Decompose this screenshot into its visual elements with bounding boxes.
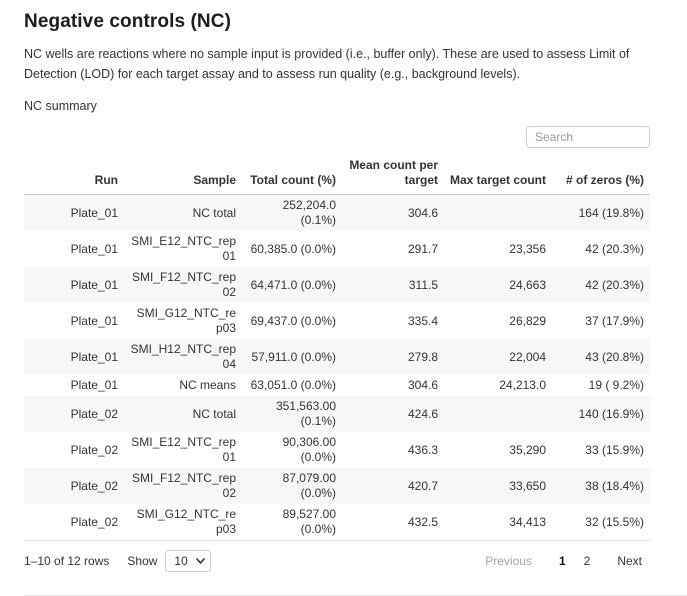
cell-zeros: 140 (16.9%) xyxy=(578,406,644,421)
column-header-total-count[interactable]: Total count (%) xyxy=(242,155,342,195)
cell-run: Plate_01 xyxy=(70,378,118,392)
table-row: Plate_01 SMI_H12_NTC_rep04 57,911.0 (0.0… xyxy=(24,339,650,375)
cell-max-target-count: 26,829 xyxy=(509,313,546,328)
cell-run: Plate_02 xyxy=(70,406,118,421)
table-row: Plate_02 NC total 351,563.00 (0.1%) 424.… xyxy=(24,396,650,432)
column-header-max-target-count[interactable]: Max target count xyxy=(444,155,552,195)
search-row xyxy=(24,126,650,148)
cell-run: Plate_02 xyxy=(70,478,118,493)
cell-mean-count: 424.6 xyxy=(407,406,438,421)
cell-zeros: 38 (18.4%) xyxy=(585,478,644,493)
cell-run: Plate_02 xyxy=(70,442,118,457)
next-page-button[interactable]: Next xyxy=(609,550,650,572)
page-size-group: Show 10 xyxy=(127,550,212,572)
cell-max-target-count: 34,413 xyxy=(444,504,552,541)
page-size-select-wrap: 10 xyxy=(165,550,212,572)
cell-run: Plate_01 xyxy=(70,349,118,364)
cell-zeros: 33 (15.9%) xyxy=(585,442,644,457)
column-header-zeros[interactable]: # of zeros (%) xyxy=(552,155,650,195)
cell-total-count: 63,051.0 (0.0%) xyxy=(250,378,336,392)
cell-total-count: 57,911.0 (0.0%) xyxy=(251,349,337,364)
cell-total-count: 89,527.00 (0.0%) xyxy=(242,504,342,541)
cell-zeros: 37 (17.9%) xyxy=(585,313,644,328)
cell-sample: NC total xyxy=(192,205,236,220)
cell-max-target-count xyxy=(444,396,552,432)
cell-sample: NC total xyxy=(192,406,236,421)
cell-max-target-count: 24,663 xyxy=(509,277,546,292)
cell-max-target-count: 22,004 xyxy=(509,349,546,364)
cell-zeros: 164 (19.8%) xyxy=(578,205,644,220)
cell-sample: SMI_F12_NTC_rep02 xyxy=(131,270,236,299)
page-description: NC wells are reactions where no sample i… xyxy=(24,47,630,81)
table-row: Plate_02 SMI_G12_NTC_rep03 89,527.00 (0.… xyxy=(24,504,650,541)
cell-run: Plate_02 xyxy=(24,504,124,541)
cell-zeros: 42 (20.3%) xyxy=(585,277,644,292)
search-input[interactable] xyxy=(526,126,650,148)
cell-mean-count: 311.5 xyxy=(408,277,438,292)
cell-sample: SMI_E12_NTC_rep01 xyxy=(131,435,236,464)
cell-run: Plate_01 xyxy=(70,277,118,292)
column-header-mean-count-per-target[interactable]: Mean count per target xyxy=(342,155,444,195)
cell-total-count: 60,385.0 (0.0%) xyxy=(250,241,336,256)
table-row: Plate_02 SMI_E12_NTC_rep01 90,306.00 (0.… xyxy=(24,432,650,468)
cell-run: Plate_01 xyxy=(70,313,118,328)
cell-total-count: 252,204.0 (0.1%) xyxy=(282,198,336,227)
cell-zeros: 19 ( 9.2%) xyxy=(588,378,644,392)
page-2-button[interactable]: 2 xyxy=(575,550,600,572)
cell-max-target-count: 24,213.0 xyxy=(499,378,546,392)
cell-zeros: 32 (15.5%) xyxy=(552,504,650,541)
cell-total-count: 64,471.0 (0.0%) xyxy=(250,277,336,292)
cell-max-target-count: 23,356 xyxy=(509,241,546,256)
cell-total-count: 351,563.00 (0.1%) xyxy=(275,399,336,428)
table-row: Plate_01 SMI_E12_NTC_rep01 60,385.0 (0.0… xyxy=(24,231,650,267)
row-range-label: 1–10 of 12 rows xyxy=(24,554,110,568)
cell-total-count: 69,437.0 (0.0%) xyxy=(250,313,336,328)
cell-zeros: 42 (20.3%) xyxy=(585,241,644,256)
table-footer: 1–10 of 12 rows Show 10 Previous 1 2 Nex… xyxy=(24,550,650,572)
cell-total-count: 87,079.00 (0.0%) xyxy=(282,471,336,500)
cell-run: Plate_01 xyxy=(70,241,118,256)
cell-max-target-count xyxy=(444,195,552,232)
cell-mean-count: 436.3 xyxy=(407,442,438,457)
cell-mean-count: 420.7 xyxy=(407,478,438,493)
cell-sample: SMI_E12_NTC_rep01 xyxy=(131,234,236,263)
column-header-sample[interactable]: Sample xyxy=(124,155,242,195)
cell-mean-count: 304.6 xyxy=(407,205,438,220)
cell-max-target-count: 35,290 xyxy=(509,442,546,457)
cell-zeros: 43 (20.8%) xyxy=(585,349,644,364)
cell-mean-count: 291.7 xyxy=(407,241,438,256)
cell-mean-count: 335.4 xyxy=(407,313,438,328)
cell-sample: NC means xyxy=(179,378,236,392)
table-row: Plate_01 SMI_G12_NTC_rep03 69,437.0 (0.0… xyxy=(24,303,650,339)
page-size-select[interactable]: 10 xyxy=(165,550,212,572)
cell-sample: SMI_G12_NTC_rep03 xyxy=(124,504,242,541)
column-header-run[interactable]: Run xyxy=(24,155,124,195)
cell-mean-count: 432.5 xyxy=(342,504,444,541)
cell-sample: SMI_H12_NTC_rep04 xyxy=(130,342,236,371)
section-label-nc-summary: NC summary xyxy=(24,99,97,113)
cell-max-target-count: 33,650 xyxy=(509,478,546,493)
table-row: Plate_01 NC means 63,051.0 (0.0%) 304.6 … xyxy=(24,375,650,396)
cell-mean-count: 304.6 xyxy=(407,378,438,392)
cell-sample: SMI_F12_NTC_rep02 xyxy=(131,471,236,500)
cell-mean-count: 279.8 xyxy=(407,349,438,364)
cell-sample: SMI_G12_NTC_rep03 xyxy=(136,306,236,335)
nc-summary-table: Run Sample Total count (%) Mean count pe… xyxy=(24,155,650,541)
table-header-row: Run Sample Total count (%) Mean count pe… xyxy=(24,155,650,195)
page-1-button[interactable]: 1 xyxy=(550,550,575,572)
table-row: Plate_02 SMI_F12_NTC_rep02 87,079.00 (0.… xyxy=(24,468,650,504)
show-label: Show xyxy=(127,554,158,568)
pagination: Previous 1 2 Next xyxy=(477,550,650,572)
previous-page-button[interactable]: Previous xyxy=(477,550,540,572)
table-row: Plate_01 SMI_F12_NTC_rep02 64,471.0 (0.0… xyxy=(24,267,650,303)
page-title: Negative controls (NC) xyxy=(24,11,232,32)
cell-total-count: 90,306.00 (0.0%) xyxy=(282,435,336,464)
cell-run: Plate_01 xyxy=(70,205,118,220)
table-row: Plate_01 NC total 252,204.0 (0.1%) 304.6… xyxy=(24,194,650,232)
